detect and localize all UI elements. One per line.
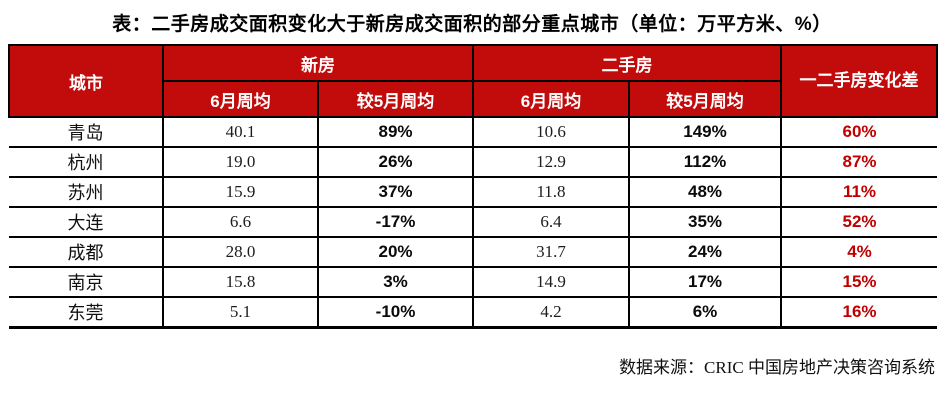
header-new-june-avg: 6月周均 xyxy=(162,80,319,118)
value-cell: 31.7 xyxy=(472,236,630,268)
value-cell: 40.1 xyxy=(162,116,319,148)
city-cell: 苏州 xyxy=(9,176,164,208)
city-cell: 青岛 xyxy=(9,116,164,148)
value-cell: 17% xyxy=(628,266,782,298)
table-row: 大连 6.6 -17% 6.4 35% 52% xyxy=(9,206,937,238)
data-table: 城市 新房 二手房 一二手房变化差 6月周均 较5月周均 6月周均 较5月周均 … xyxy=(8,44,938,329)
table-header: 城市 新房 二手房 一二手房变化差 6月周均 较5月周均 6月周均 较5月周均 xyxy=(8,44,938,118)
page-title: 表：二手房成交面积变化大于新房成交面积的部分重点城市（单位：万平方米、%） xyxy=(112,14,832,35)
header-row-groups: 城市 新房 二手房 一二手房变化差 xyxy=(8,44,938,118)
value-cell: 6% xyxy=(628,296,782,329)
value-cell: 26% xyxy=(317,146,474,178)
value-cell: 48% xyxy=(628,176,782,208)
header-new-vs-may: 较5月周均 xyxy=(317,80,474,118)
source-note: 数据来源：CRIC 中国房地产决策咨询系统 xyxy=(619,358,935,377)
table-row: 南京 15.8 3% 14.9 17% 15% xyxy=(9,266,937,298)
value-cell: 149% xyxy=(628,116,782,148)
value-cell: -10% xyxy=(317,296,474,329)
value-cell: 4.2 xyxy=(472,296,630,329)
value-cell: 37% xyxy=(317,176,474,208)
value-cell: 112% xyxy=(628,146,782,178)
value-cell: 19.0 xyxy=(162,146,319,178)
header-group-secondhand: 二手房 xyxy=(472,44,782,82)
diff-cell: 11% xyxy=(780,176,937,208)
value-cell: 15.8 xyxy=(162,266,319,298)
value-cell: 24% xyxy=(628,236,782,268)
table-row: 杭州 19.0 26% 12.9 112% 87% xyxy=(9,146,937,178)
diff-cell: 52% xyxy=(780,206,937,238)
value-cell: 6.4 xyxy=(472,206,630,238)
city-cell: 成都 xyxy=(9,236,164,268)
header-group-new: 新房 xyxy=(162,44,474,82)
value-cell: 3% xyxy=(317,266,474,298)
table-row: 东莞 5.1 -10% 4.2 6% 16% xyxy=(9,296,937,329)
table-row: 苏州 15.9 37% 11.8 48% 11% xyxy=(9,176,937,208)
diff-cell: 16% xyxy=(780,296,937,329)
header-second-june-avg: 6月周均 xyxy=(472,80,630,118)
value-cell: 89% xyxy=(317,116,474,148)
value-cell: 20% xyxy=(317,236,474,268)
header-row-sub: 6月周均 较5月周均 6月周均 较5月周均 xyxy=(9,80,937,118)
value-cell: 11.8 xyxy=(472,176,630,208)
table-row: 青岛 40.1 89% 10.6 149% 60% xyxy=(9,116,937,148)
value-cell: 6.6 xyxy=(162,206,319,238)
value-cell: 15.9 xyxy=(162,176,319,208)
diff-cell: 15% xyxy=(780,266,937,298)
city-cell: 杭州 xyxy=(9,146,164,178)
value-cell: 35% xyxy=(628,206,782,238)
table-row: 成都 28.0 20% 31.7 24% 4% xyxy=(9,236,937,268)
value-cell: 10.6 xyxy=(472,116,630,148)
city-cell: 南京 xyxy=(9,266,164,298)
diff-cell: 4% xyxy=(780,236,937,268)
value-cell: 28.0 xyxy=(162,236,319,268)
value-cell: -17% xyxy=(317,206,474,238)
header-city: 城市 xyxy=(8,44,164,118)
city-cell: 大连 xyxy=(9,206,164,238)
header-diff: 一二手房变化差 xyxy=(780,44,938,118)
diff-cell: 60% xyxy=(780,116,937,148)
value-cell: 5.1 xyxy=(162,296,319,329)
diff-cell: 87% xyxy=(780,146,937,178)
value-cell: 12.9 xyxy=(472,146,630,178)
value-cell: 14.9 xyxy=(472,266,630,298)
table-body: 青岛 40.1 89% 10.6 149% 60% 杭州 19.0 26% 12… xyxy=(9,116,937,329)
city-cell: 东莞 xyxy=(9,296,164,329)
header-second-vs-may: 较5月周均 xyxy=(628,80,782,118)
